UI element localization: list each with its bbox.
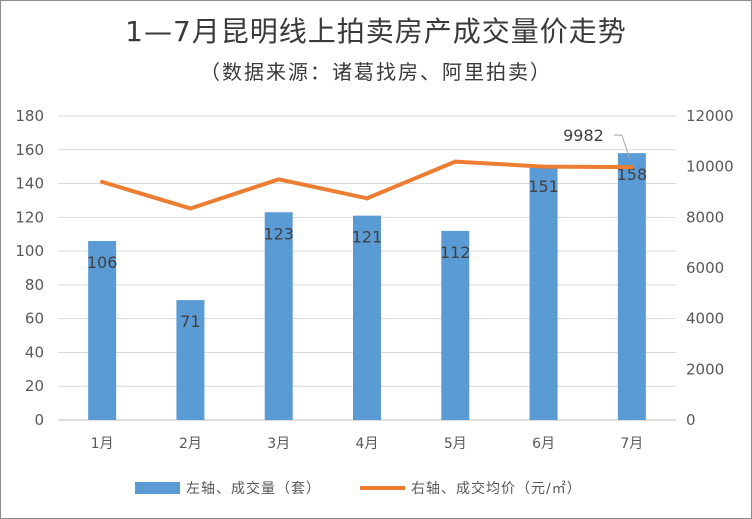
bar xyxy=(529,164,558,420)
legend-swatch-bar xyxy=(135,482,180,494)
price-point xyxy=(365,196,369,201)
price-point xyxy=(629,165,634,170)
line-data-label: 9982 xyxy=(563,126,604,145)
legend-swatch-line xyxy=(360,486,405,490)
legend-label-volume: 左轴、成交量（套） xyxy=(186,481,321,497)
bar-data-label: 123 xyxy=(263,224,294,243)
left-axis-tick-label: 40 xyxy=(25,343,44,361)
legend-item-volume: 左轴、成交量（套） xyxy=(135,478,321,498)
price-point xyxy=(276,177,281,182)
bar-data-label: 158 xyxy=(617,165,648,184)
left-axis-tick-label: 160 xyxy=(15,141,44,159)
bar xyxy=(264,212,293,420)
bar-data-label: 71 xyxy=(180,312,200,331)
chart-title: 1—7月昆明线上拍卖房产成交量价走势 xyxy=(125,15,627,48)
legend: 左轴、成交量（套） 右轴、成交均价（元/㎡） xyxy=(0,478,752,498)
chart-subtitle: （数据来源：诸葛找房、阿里拍卖） xyxy=(200,60,552,84)
left-axis-tick-label: 80 xyxy=(25,276,44,294)
right-axis-tick-label: 4000 xyxy=(686,310,724,328)
x-axis-tick-label: 4月 xyxy=(356,436,379,452)
data-label-leader xyxy=(613,134,631,160)
price-point xyxy=(453,159,458,164)
bar-data-label: 112 xyxy=(440,243,471,262)
bar xyxy=(617,153,646,420)
bar-data-label: 151 xyxy=(528,177,559,196)
bar-data-label: 121 xyxy=(352,228,383,247)
price-point xyxy=(188,206,193,211)
x-axis-tick-label: 3月 xyxy=(267,436,290,452)
right-axis-tick-label: 2000 xyxy=(686,360,724,378)
bar xyxy=(353,215,381,420)
left-axis-tick-label: 0 xyxy=(34,411,44,429)
left-axis-tick-label: 60 xyxy=(25,310,44,328)
legend-item-price: 右轴、成交均价（元/㎡） xyxy=(360,478,582,498)
right-axis-tick-label: 0 xyxy=(686,411,696,429)
x-axis-tick-label: 6月 xyxy=(532,436,555,452)
x-axis-tick-label: 7月 xyxy=(620,436,643,452)
right-axis-tick-label: 10000 xyxy=(686,158,734,176)
right-axis-tick-label: 8000 xyxy=(686,208,724,226)
bar xyxy=(88,240,117,420)
right-axis-tick-label: 6000 xyxy=(686,259,724,277)
left-axis-tick-label: 100 xyxy=(15,242,44,260)
bar xyxy=(176,300,205,420)
price-point xyxy=(541,164,546,169)
left-axis-tick-label: 120 xyxy=(15,208,44,226)
bar xyxy=(441,230,470,420)
x-axis-tick-label: 5月 xyxy=(444,436,467,452)
price-point xyxy=(100,179,105,184)
legend-label-price: 右轴、成交均价（元/㎡） xyxy=(411,481,582,497)
right-axis-tick-label: 12000 xyxy=(686,107,734,125)
x-axis-tick-label: 1月 xyxy=(91,436,114,452)
x-axis-tick-label: 2月 xyxy=(179,436,202,452)
left-axis-tick-label: 180 xyxy=(15,107,44,125)
bar-data-label: 106 xyxy=(87,253,118,272)
left-axis-tick-label: 140 xyxy=(15,175,44,193)
left-axis-tick-label: 20 xyxy=(25,377,44,395)
